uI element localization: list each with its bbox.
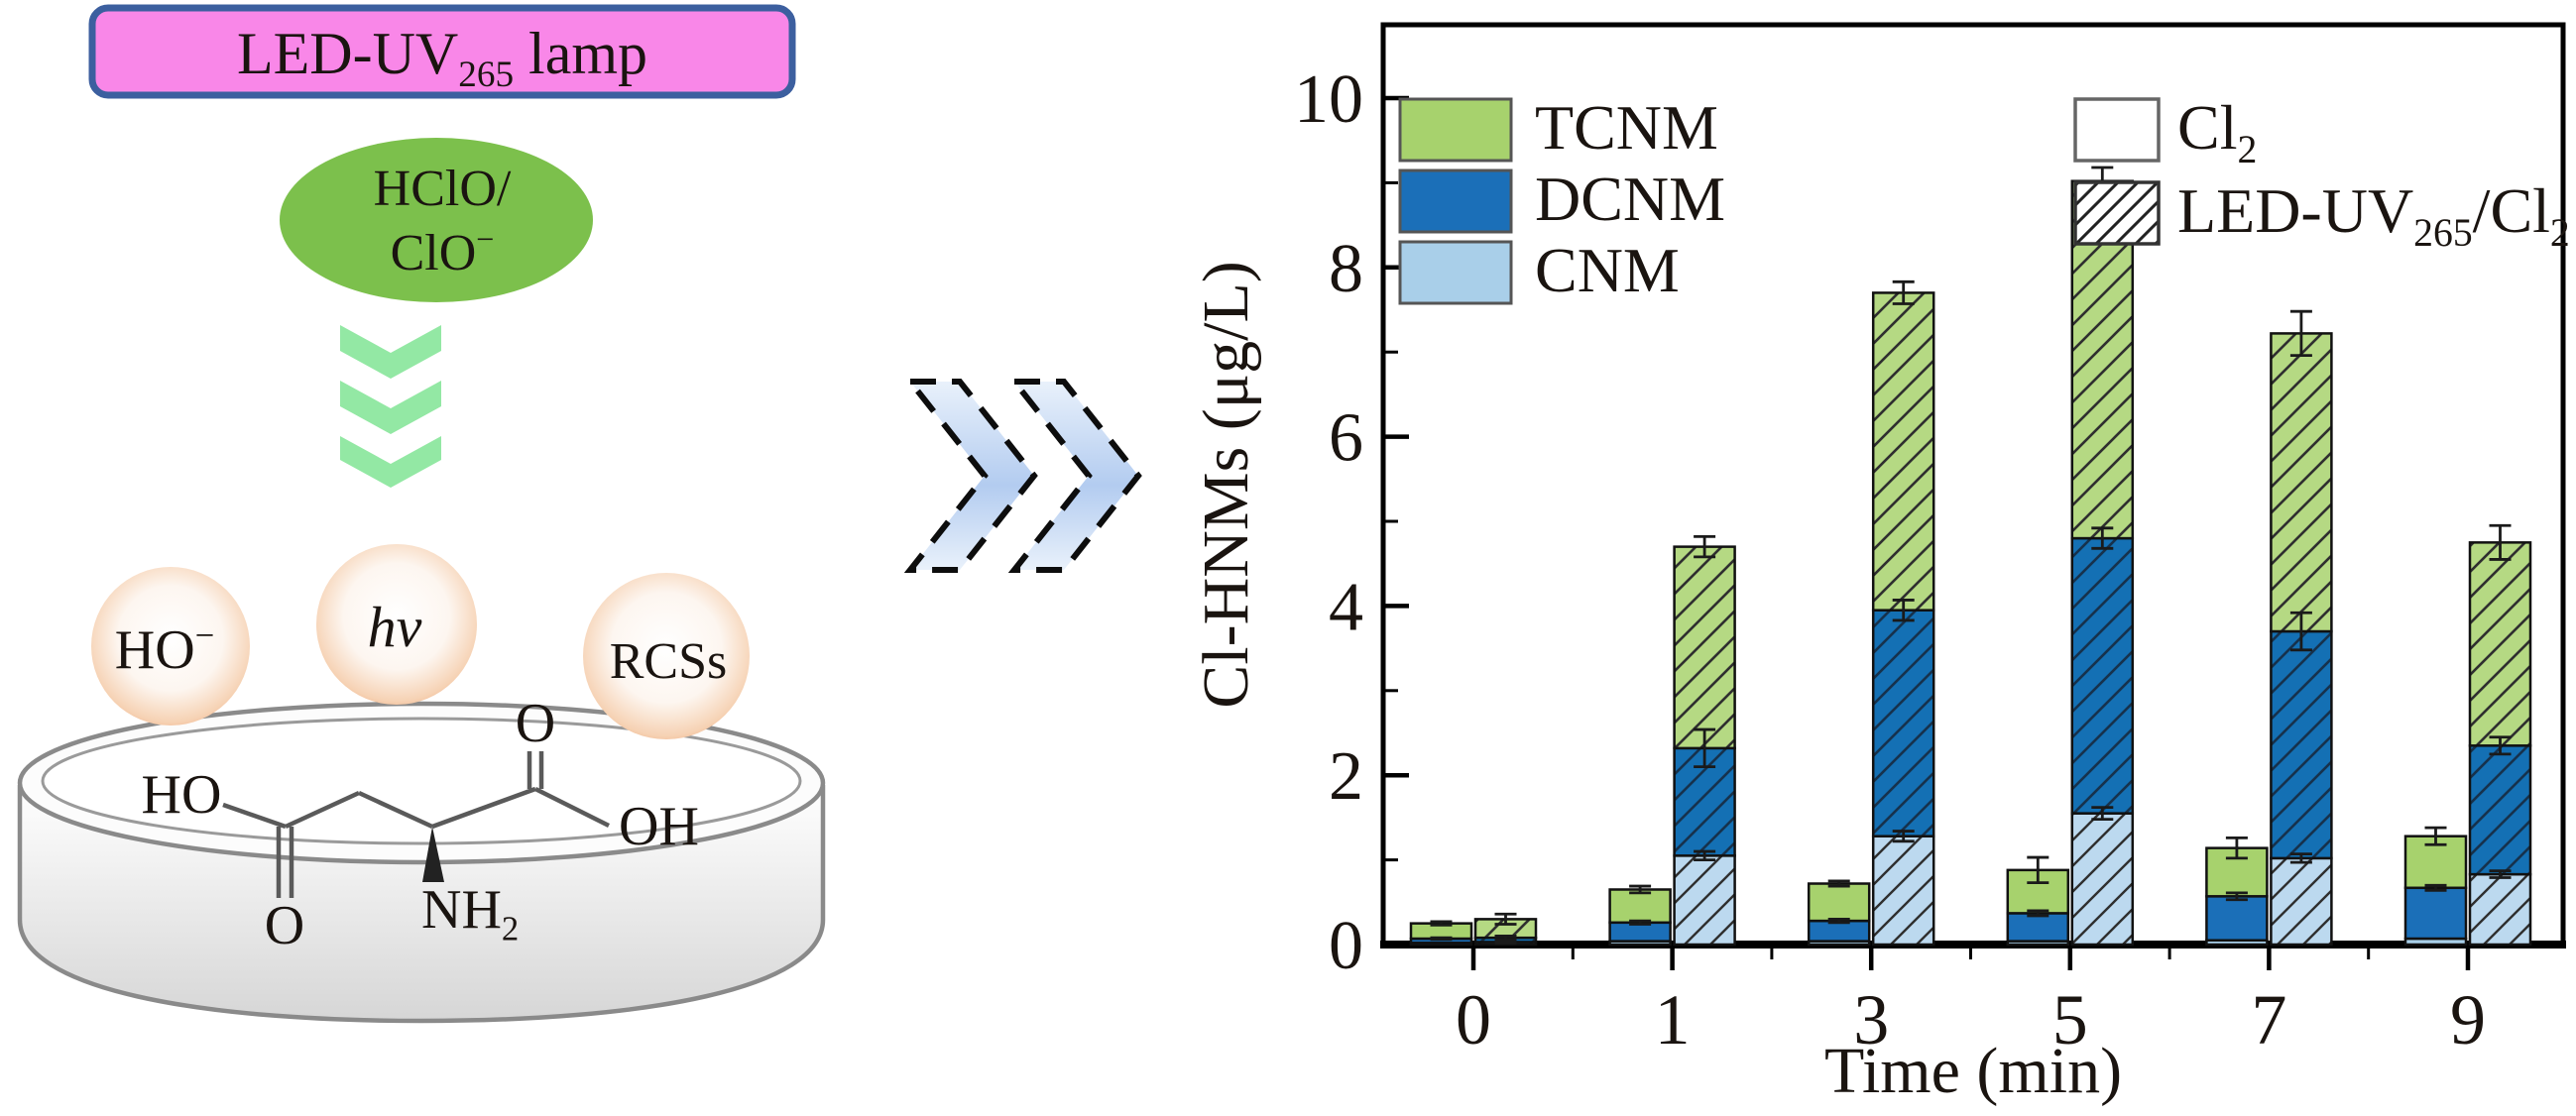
bar-segment-LED-UV265/Cl2-TCNM [2270, 332, 2333, 633]
x-tick-label: 5 [2052, 980, 2088, 1060]
bar-segment-LED-UV265/Cl2-CNM [1871, 835, 1935, 947]
bar-segment-LED-UV265/Cl2-CNM [2070, 812, 2135, 947]
legend-swatch-Cl2 [2073, 97, 2161, 163]
bar-segment-Cl2-DCNM [2006, 912, 2070, 943]
bar-group-t9 [2403, 523, 2532, 947]
oxidant-label-line1: HClO/ [374, 161, 512, 217]
bar-segment-Cl2-TCNM [1608, 888, 1672, 925]
legend-label-DCNM: DCNM [1535, 164, 1725, 234]
lamp-label: LED-UV265 lamp [237, 21, 647, 95]
molecule-o-right-label: O [516, 693, 555, 754]
bar-group-t7 [2205, 309, 2333, 947]
legend-label-Cl2: Cl2 [2177, 92, 2257, 171]
legend-swatch-TCNM [1398, 97, 1513, 163]
bar-segment-LED-UV265/Cl2-CNM [2270, 856, 2333, 947]
y-tick-label: 2 [1329, 738, 1363, 815]
legend-label-CNM: CNM [1535, 235, 1680, 305]
legend-label-LED-UV265/Cl2: LED-UV265/Cl2 [2177, 175, 2570, 255]
mechanism-diagram: LED-UV265 lamp HClO/ ClO− H [17, 4, 1142, 1024]
x-tick-label: 3 [1853, 980, 1889, 1060]
hydroxide-label: HO− [115, 616, 214, 681]
legend-swatch-DCNM [1398, 168, 1513, 234]
transform-arrow-icon [903, 379, 1142, 573]
bar-group-t1 [1608, 534, 1736, 947]
y-tick-label: 4 [1329, 569, 1363, 645]
bar-segment-LED-UV265/Cl2-DCNM [1871, 609, 1935, 837]
hydroxide-circle [91, 567, 250, 725]
bar-segment-Cl2-TCNM [1807, 882, 1871, 923]
legend-swatch-LED-UV265/Cl2 [2073, 180, 2161, 246]
photon-circle [316, 544, 477, 705]
bar-segment-LED-UV265/Cl2-TCNM [1673, 545, 1736, 750]
y-tick-label: 0 [1329, 908, 1363, 984]
molecule-o-left-label: O [265, 895, 304, 956]
species-circles: HO− hν RCSs [91, 544, 750, 739]
x-tick-label: 1 [1655, 980, 1691, 1060]
x-tick-label: 7 [2251, 980, 2286, 1060]
legend-swatch-CNM [1398, 240, 1513, 305]
x-tick-label: 0 [1456, 980, 1491, 1060]
bar-segment-LED-UV265/Cl2-CNM [1673, 854, 1736, 947]
legend-label-TCNM: TCNM [1535, 92, 1718, 163]
down-chevron-icon [340, 325, 441, 488]
bar-group-t3 [1807, 279, 1935, 947]
stacked-bar-chart: 0 2 4 6 8 10 0 1 3 5 7 9 Time (min) Cl-HNMs (μg/L) TCN… [1190, 22, 2570, 1107]
y-tick-label: 10 [1294, 61, 1363, 138]
y-tick-label: 6 [1329, 400, 1363, 477]
bar-group-t0 [1409, 912, 1538, 947]
lamp-box [88, 4, 796, 99]
x-tick-label: 9 [2450, 980, 2486, 1060]
molecule-oh-label: OH [619, 796, 699, 857]
y-tick-label: 8 [1329, 231, 1363, 307]
oxidant-ellipse [280, 138, 593, 302]
molecule-ho-label: HO [142, 764, 222, 826]
bar-group-t5 [2006, 166, 2135, 947]
photon-label: hν [368, 595, 422, 659]
bar-segment-Cl2-DCNM [2205, 895, 2269, 942]
rcs-circle [583, 573, 750, 739]
petri-dish [17, 701, 826, 1024]
molecule-nh2-label: NH2 [421, 879, 519, 948]
stereo-wedge-bond [422, 827, 444, 882]
bar-segment-LED-UV265/Cl2-TCNM [2468, 541, 2532, 747]
y-axis-title: Cl-HNMs (μg/L) [1190, 261, 1262, 709]
bar-segment-LED-UV265/Cl2-DCNM [2270, 629, 2333, 860]
bar-segment-LED-UV265/Cl2-CNM [2468, 872, 2532, 947]
bar-segment-LED-UV265/Cl2-TCNM [1871, 291, 1935, 612]
bar-segment-Cl2-DCNM [2403, 886, 2468, 941]
bar-segment-LED-UV265/Cl2-DCNM [2468, 744, 2532, 876]
oxidant-label-line2: ClO− [391, 221, 495, 281]
aspartic-acid-structure [222, 751, 611, 898]
rcs-label: RCSs [610, 633, 728, 690]
bar-segment-LED-UV265/Cl2-DCNM [2070, 536, 2135, 815]
x-axis-title: Time (min) [1824, 1035, 2122, 1107]
